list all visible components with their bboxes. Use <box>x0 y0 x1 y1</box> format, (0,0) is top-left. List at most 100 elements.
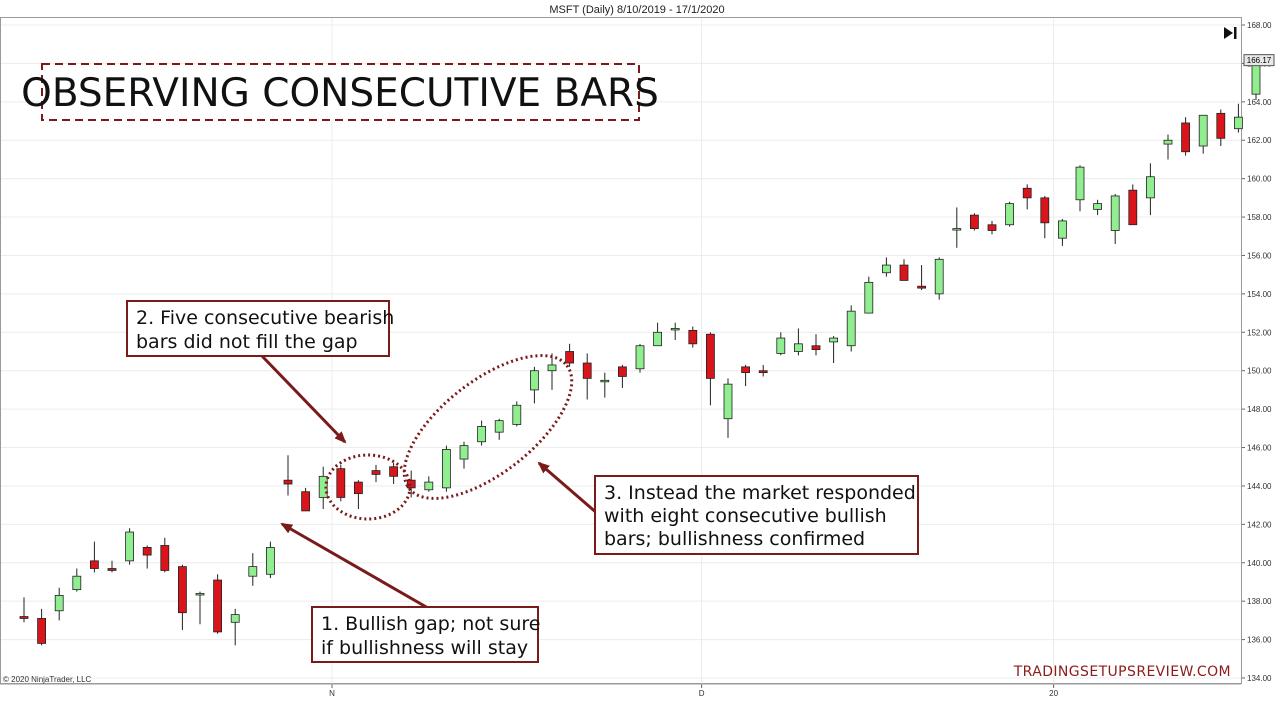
bullish-candle <box>670 322 680 340</box>
y-tick-label: 136.00 <box>1247 636 1272 645</box>
candle-body <box>441 449 451 489</box>
y-tick-label: 146.00 <box>1247 444 1272 453</box>
candle-body <box>459 445 469 460</box>
candle-body <box>230 614 240 623</box>
candle-body <box>90 560 99 569</box>
candle-body <box>899 264 909 281</box>
arrow-note-3 <box>537 461 599 516</box>
copyright-text: © 2020 NinjaTrader, LLC <box>3 675 92 684</box>
candle-body <box>301 491 311 512</box>
note-1-line-1: 1. Bullish gap; not sure <box>321 613 540 635</box>
bearish-candle <box>213 574 223 634</box>
candle-body <box>265 547 275 575</box>
bullish-candle <box>1146 163 1155 216</box>
bullish-candle <box>494 418 504 440</box>
bearish-candle <box>1022 184 1032 210</box>
candle-body <box>565 351 574 364</box>
annotation-title: OBSERVING CONSECUTIVE BARS <box>21 63 659 121</box>
candle-body <box>195 593 205 596</box>
bullish-candle <box>1005 201 1014 227</box>
bearish-candle <box>565 343 574 367</box>
y-tick-label: 160.00 <box>1247 175 1272 184</box>
candle-body <box>723 383 733 420</box>
brand-watermark: TRADINGSETUPSREVIEW.COM <box>1013 664 1231 680</box>
bearish-candle <box>90 541 99 573</box>
y-tick-label: 156.00 <box>1247 251 1272 260</box>
bearish-candle <box>389 462 399 485</box>
candle-body <box>1075 166 1085 201</box>
x-axis: N D 20 <box>0 683 1241 698</box>
candles <box>19 57 1261 646</box>
candle-body <box>741 366 750 374</box>
y-tick-label: 152.00 <box>1247 328 1272 337</box>
bullish-bars-ellipse <box>402 354 574 500</box>
candle-body <box>582 362 592 379</box>
x-tick-label: N <box>329 689 335 698</box>
skip-to-end-icon[interactable] <box>1224 27 1237 39</box>
note-1-box: 1. Bullish gap; not sure if bullishness … <box>311 606 540 663</box>
candle-body <box>970 214 979 229</box>
y-tick-label: 162.00 <box>1247 136 1272 145</box>
candle-body <box>846 310 856 347</box>
x-tick-label: 20 <box>1049 689 1058 698</box>
candle-body <box>688 329 698 345</box>
bullish-candle <box>635 343 645 373</box>
bearish-candle <box>301 487 311 512</box>
bearish-candle <box>970 213 979 231</box>
bearish-candle <box>37 608 46 646</box>
candle-body <box>829 337 838 343</box>
bearish-candle <box>688 326 698 348</box>
candle-body <box>758 370 768 374</box>
candle-body <box>1181 122 1190 153</box>
candle-body <box>1093 203 1102 210</box>
last-price-label: 166.17 <box>1247 56 1272 65</box>
candle-body <box>987 224 997 231</box>
note-3-line-2: with eight consecutive bullish <box>604 505 887 527</box>
note-2-frame <box>126 300 390 357</box>
candle-body <box>72 575 82 591</box>
bearish-candle <box>987 220 997 235</box>
bearish-candle <box>582 353 592 400</box>
bullish-candle <box>265 541 275 579</box>
candle-body <box>776 337 786 354</box>
candle-body <box>160 545 170 571</box>
y-tick-label: 164.00 <box>1247 98 1272 107</box>
y-tick-label: 154.00 <box>1247 290 1272 299</box>
note-2-box: 2. Five consecutive bearish bars did not… <box>126 300 394 357</box>
y-axis: 134.00 136.00 138.00 140.00 142.00 144.00 146.… <box>1241 21 1272 683</box>
bullish-candle <box>477 420 487 446</box>
y-tick-label: 158.00 <box>1247 213 1272 222</box>
candle-body <box>917 285 926 289</box>
candle-body <box>670 328 680 331</box>
bullish-candle <box>776 332 786 356</box>
candle-body <box>107 568 117 571</box>
candle-body <box>424 481 434 491</box>
bearish-candle <box>177 564 187 630</box>
note-2-line-1: 2. Five consecutive bearish <box>136 307 394 329</box>
bullish-candle <box>547 353 557 390</box>
bearish-candle <box>618 364 627 388</box>
y-tick-label: 144.00 <box>1247 482 1272 491</box>
bearish-candle <box>758 364 768 377</box>
bullish-candle <box>248 553 258 586</box>
bullish-candle <box>1110 194 1120 244</box>
x-tick-label: D <box>699 689 705 698</box>
candle-body <box>494 420 504 433</box>
note-1-frame <box>311 606 539 663</box>
bearish-candle <box>19 597 29 623</box>
candle-body <box>934 258 944 295</box>
note-3-box: 3. Instead the market responded with eig… <box>594 475 919 555</box>
candle-body <box>600 379 610 383</box>
bullish-candle <box>1234 103 1243 133</box>
bullish-candle <box>195 591 205 625</box>
bullish-candle <box>125 528 134 565</box>
candle-body <box>142 547 152 556</box>
bullish-candle <box>1058 218 1067 246</box>
bearish-candle <box>811 334 821 356</box>
bullish-candle <box>1075 165 1085 212</box>
arrow-note-2 <box>260 354 347 444</box>
candle-body <box>177 566 187 614</box>
bullish-candle <box>1163 134 1173 160</box>
bearish-candle <box>1128 184 1138 226</box>
note-2-line-2: bars did not fill the gap <box>136 331 358 353</box>
